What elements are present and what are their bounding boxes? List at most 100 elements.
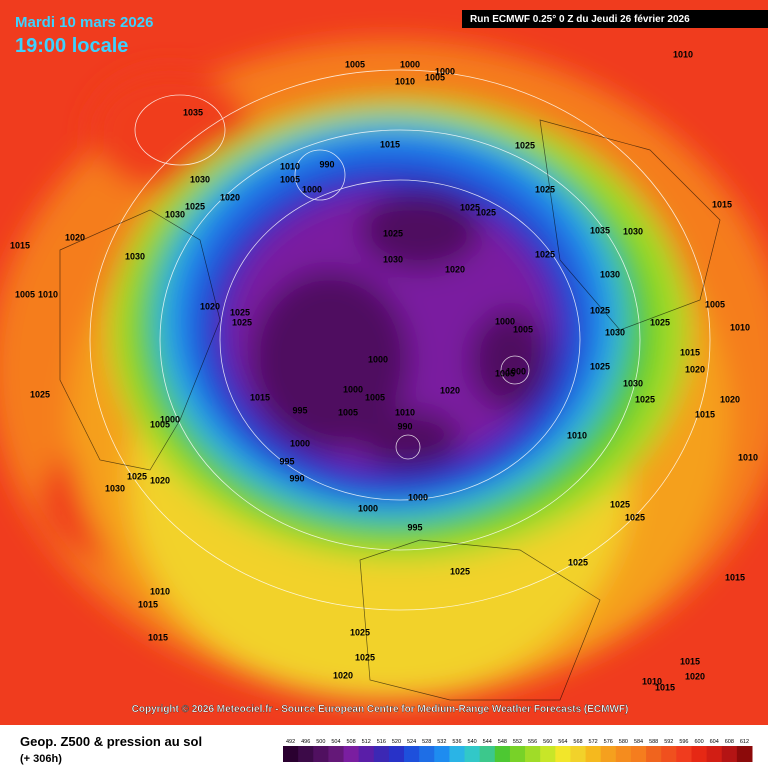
colorbar-label: 604 (710, 739, 719, 745)
colorbar-cell (691, 746, 708, 762)
colorbar-cell (600, 746, 617, 762)
footer-lead: (+ 306h) (20, 753, 62, 765)
isobar-label: 1010 (150, 586, 170, 596)
isobar-label: 1000 (400, 59, 420, 69)
colorbar-label: 556 (528, 739, 537, 745)
isobar-label: 1005 (345, 59, 365, 69)
colorbar-label: 540 (468, 739, 477, 745)
valid-date: Mardi 10 mars 2026 (15, 14, 153, 31)
isobar-label: 1030 (105, 483, 125, 493)
isobar-label: 1020 (720, 394, 740, 404)
colorbar-label: 568 (573, 739, 582, 745)
isobar-label: 1020 (445, 264, 465, 274)
isobar-label: 1030 (165, 209, 185, 219)
isobar-label: 1025 (355, 652, 375, 662)
colorbar-cell (555, 746, 571, 762)
colorbar-label: 532 (437, 739, 446, 745)
run-box (462, 10, 768, 28)
isobar-label: 1000 (302, 184, 322, 194)
isobar-label: 1025 (610, 499, 630, 509)
isobar-label: 1005 (365, 392, 385, 402)
colorbar-cell (494, 746, 511, 762)
isobar-label: 1010 (642, 676, 662, 686)
isobar-label: 995 (279, 456, 294, 466)
isobar-label: 1025 (590, 305, 610, 315)
colorbar-label: 560 (543, 739, 552, 745)
colorbar: 492 496 500 504 508 512 516 520 524 528 532 536 540 5… (283, 739, 753, 762)
isobar-label: 1020 (333, 670, 353, 680)
isobar-label: 1000 (160, 414, 180, 424)
colorbar-cell (404, 746, 420, 762)
isobar-label: 1025 (635, 394, 655, 404)
colorbar-cell (615, 746, 632, 762)
isobar-label: 1015 (148, 632, 168, 642)
isobar-label: 1030 (190, 174, 210, 184)
colorbar-label: 552 (513, 739, 522, 745)
isobar-label: 1025 (568, 557, 588, 567)
colorbar-cell (721, 746, 738, 762)
colorbar-label: 516 (377, 739, 386, 745)
isobar-label: 1025 (476, 207, 496, 217)
isobar-label: 1010 (730, 322, 750, 332)
isobar-label: 1020 (65, 232, 85, 242)
colorbar-cell (661, 746, 677, 762)
colorbar-label: 580 (619, 739, 628, 745)
isobar-label: 1000 (358, 503, 378, 513)
isobar-label: 990 (289, 473, 304, 483)
colorbar-label: 596 (679, 739, 688, 745)
isobar-label: 1015 (712, 199, 732, 209)
isobar-label: 1015 (380, 139, 400, 149)
isobar-label: 1030 (623, 378, 643, 388)
isobar-label: 1015 (680, 656, 700, 666)
colorbar-cell (676, 746, 692, 762)
isobar-label: 1015 (250, 392, 270, 402)
isobar-label: 1035 (590, 225, 610, 235)
colorbar-cell (449, 746, 466, 762)
colorbar-cell (736, 746, 753, 762)
isobar-label: 1000 (435, 66, 455, 76)
colorbar-label: 572 (589, 739, 598, 745)
colorbar-cell (585, 746, 602, 762)
z500-field (0, 0, 768, 725)
isobar-label: 1015 (138, 599, 158, 609)
isobar-label: 1025 (127, 471, 147, 481)
isobar-label: 1005 (425, 72, 445, 82)
isobar-label: 1020 (220, 192, 240, 202)
run-info: Run ECMWF 0.25° 0 Z du Jeudi 26 février … (470, 14, 690, 25)
isobar-label: 995 (407, 522, 422, 532)
isobar-label: 1025 (515, 140, 535, 150)
colorbar-cell (343, 746, 360, 762)
isobar-label: 1025 (383, 228, 403, 238)
isobar-label: 1005 (495, 368, 515, 378)
footer-title: Geop. Z500 & pression au sol (20, 734, 202, 749)
isobar-label: 1015 (680, 347, 700, 357)
isobar-label: 1035 (183, 107, 203, 117)
colorbar-label: 524 (407, 739, 416, 745)
isobar-label: 1000 (368, 354, 388, 364)
isobar-label: 1025 (350, 627, 370, 637)
isobar-label: 990 (319, 159, 334, 169)
colorbar-label: 564 (558, 739, 567, 745)
isobar-label: 1025 (650, 317, 670, 327)
colorbar-label: 608 (725, 739, 734, 745)
isobar-label: 1030 (125, 251, 145, 261)
colorbar-label: 496 (301, 739, 310, 745)
isobar-label: 1010 (673, 49, 693, 59)
isobar-label: 1030 (605, 327, 625, 337)
colorbar-label: 536 (452, 739, 461, 745)
isobar-label: 1025 (30, 389, 50, 399)
colorbar-label: 612 (740, 739, 749, 745)
colorbar-label: 500 (316, 739, 325, 745)
colorbar-label: 504 (331, 739, 340, 745)
isobar-label: 1000 (343, 384, 363, 394)
isobar-label: 1025 (535, 184, 555, 194)
colorbar-cell (283, 746, 299, 762)
isobar-label: 995 (292, 405, 307, 415)
colorbar-cell (434, 746, 450, 762)
isobar-label: 1005 (513, 324, 533, 334)
isobar-label: 1015 (655, 682, 675, 692)
isobar-label: 1005 (705, 299, 725, 309)
isobar-label: 1020 (200, 301, 220, 311)
colorbar-label: 508 (346, 739, 355, 745)
